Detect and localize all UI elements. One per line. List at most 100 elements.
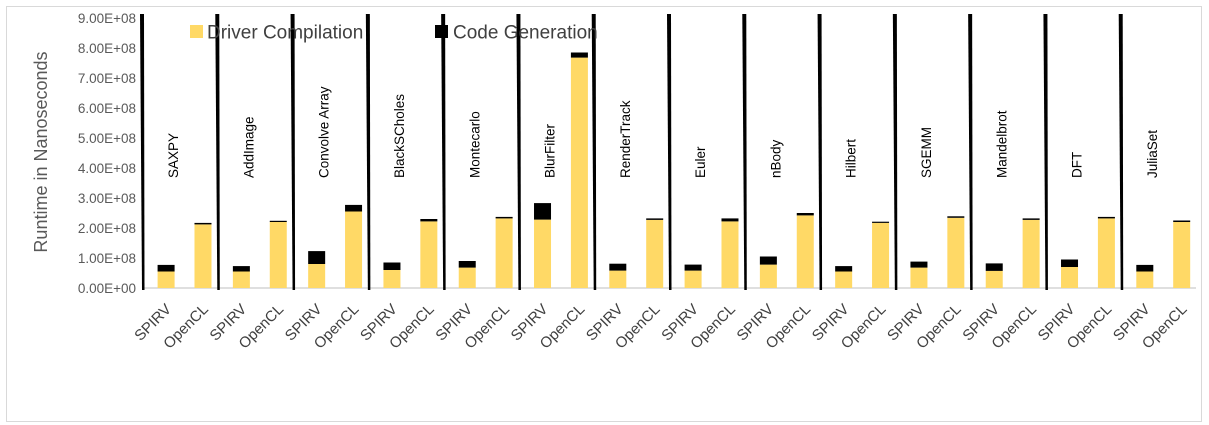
bar-code-generation	[910, 261, 928, 268]
group-label: nBody	[768, 139, 783, 178]
bar-driver-compilation	[383, 270, 401, 288]
bar-code-generation	[458, 261, 476, 268]
group-separator	[591, 14, 597, 290]
bar-code-generation	[1022, 218, 1040, 220]
bar-driver-compilation	[835, 271, 853, 288]
bar-driver-compilation	[872, 222, 890, 288]
bar-driver-compilation	[721, 221, 739, 288]
bar-code-generation	[684, 264, 702, 271]
legend-swatch-driver	[190, 25, 203, 38]
group-label: DFT	[1070, 152, 1085, 178]
bar-code-generation	[947, 216, 965, 218]
bar-driver-compilation	[232, 271, 250, 288]
group-label: JuliaSet	[1145, 130, 1160, 178]
bar-code-generation	[383, 262, 401, 270]
group-label: BlurFilter	[543, 123, 558, 178]
bar-driver-compilation	[458, 267, 476, 288]
y-tick-label: 7.00E+08	[78, 71, 136, 86]
group-separator	[215, 14, 220, 290]
bar-code-generation	[194, 222, 212, 225]
legend-label-codegen: Code Generation	[453, 23, 598, 44]
legend-swatch-codegen	[435, 25, 448, 38]
bar-code-generation	[345, 204, 363, 212]
bar-code-generation	[570, 52, 588, 58]
bar-code-generation	[157, 264, 175, 272]
legend: Driver Compilation Code Generation	[190, 23, 598, 44]
group-separator	[290, 14, 296, 290]
bar-driver-compilation	[1022, 219, 1040, 288]
bar-code-generation	[534, 203, 552, 220]
y-tick-label: 8.00E+08	[78, 41, 136, 56]
bar-driver-compilation	[646, 219, 664, 288]
bar-driver-compilation	[570, 57, 588, 288]
bar-code-generation	[609, 263, 627, 271]
group-label: RenderTrack	[618, 100, 633, 178]
bar-driver-compilation	[345, 211, 363, 288]
bar-driver-compilation	[947, 217, 965, 288]
y-tick-label: 2.00E+08	[78, 221, 136, 236]
bar-code-generation	[308, 251, 326, 264]
bar-code-generation	[646, 218, 664, 220]
bar-driver-compilation	[308, 264, 326, 288]
bar-driver-compilation	[1173, 222, 1191, 288]
chart-frame	[6, 6, 1202, 422]
bar-code-generation	[721, 218, 739, 222]
group-separator	[968, 14, 973, 290]
bar-driver-compilation	[609, 270, 627, 288]
group-label: SAXPY	[166, 133, 181, 178]
group-separator	[441, 14, 446, 290]
group-separator	[1118, 14, 1124, 290]
legend-label-driver: Driver Compilation	[207, 23, 363, 44]
bar-driver-compilation	[985, 270, 1003, 288]
group-separator	[667, 14, 672, 290]
group-label: BlackSCholes	[392, 94, 407, 178]
bar-driver-compilation	[157, 271, 175, 288]
group-label: Montecarlo	[467, 111, 482, 178]
bar-driver-compilation	[194, 224, 212, 288]
bar-code-generation	[985, 263, 1003, 271]
group-separator	[892, 14, 898, 290]
bar-code-generation	[1061, 259, 1079, 267]
group-label: Euler	[693, 146, 708, 178]
group-label: Mandelbrot	[994, 110, 1009, 178]
bar-driver-compilation	[796, 215, 814, 288]
y-tick-label: 9.00E+08	[78, 11, 136, 26]
y-axis-label: Runtime in Nanoseconds	[31, 51, 51, 252]
bar-driver-compilation	[1136, 271, 1154, 288]
group-label: AddImage	[241, 116, 256, 178]
bar-driver-compilation	[495, 218, 513, 288]
bar-driver-compilation	[1061, 267, 1079, 288]
group-separator	[1043, 14, 1048, 290]
group-separator	[516, 14, 521, 290]
bar-code-generation	[1136, 264, 1154, 272]
group-separator	[140, 14, 145, 290]
bar-driver-compilation	[759, 264, 777, 288]
y-tick-label: 5.00E+08	[78, 131, 136, 146]
group-separator	[742, 14, 747, 290]
y-tick-label: 4.00E+08	[78, 161, 136, 176]
group-label: Convolve Array	[317, 86, 332, 178]
bar-driver-compilation	[534, 219, 552, 288]
bar-code-generation	[835, 266, 853, 272]
bar-code-generation	[1173, 220, 1191, 222]
group-label: SGEMM	[919, 127, 934, 178]
bar-code-generation	[1097, 216, 1115, 219]
y-tick-label: 1.00E+08	[78, 251, 136, 266]
y-tick-label: 3.00E+08	[78, 191, 136, 206]
group-separator	[365, 14, 371, 290]
bar-driver-compilation	[910, 267, 928, 288]
bar-driver-compilation	[684, 270, 702, 288]
bar-driver-compilation	[1097, 218, 1115, 288]
group-label: Hilbert	[844, 139, 859, 178]
bar-driver-compilation	[269, 222, 287, 288]
y-tick-label: 0.00E+00	[78, 281, 136, 296]
bar-code-generation	[872, 221, 890, 223]
bar-code-generation	[269, 220, 287, 222]
bar-code-generation	[495, 216, 513, 219]
bar-code-generation	[759, 256, 777, 265]
bar-code-generation	[232, 266, 250, 272]
bar-driver-compilation	[420, 221, 438, 288]
bar-code-generation	[420, 219, 438, 222]
y-tick-label: 6.00E+08	[78, 101, 136, 116]
